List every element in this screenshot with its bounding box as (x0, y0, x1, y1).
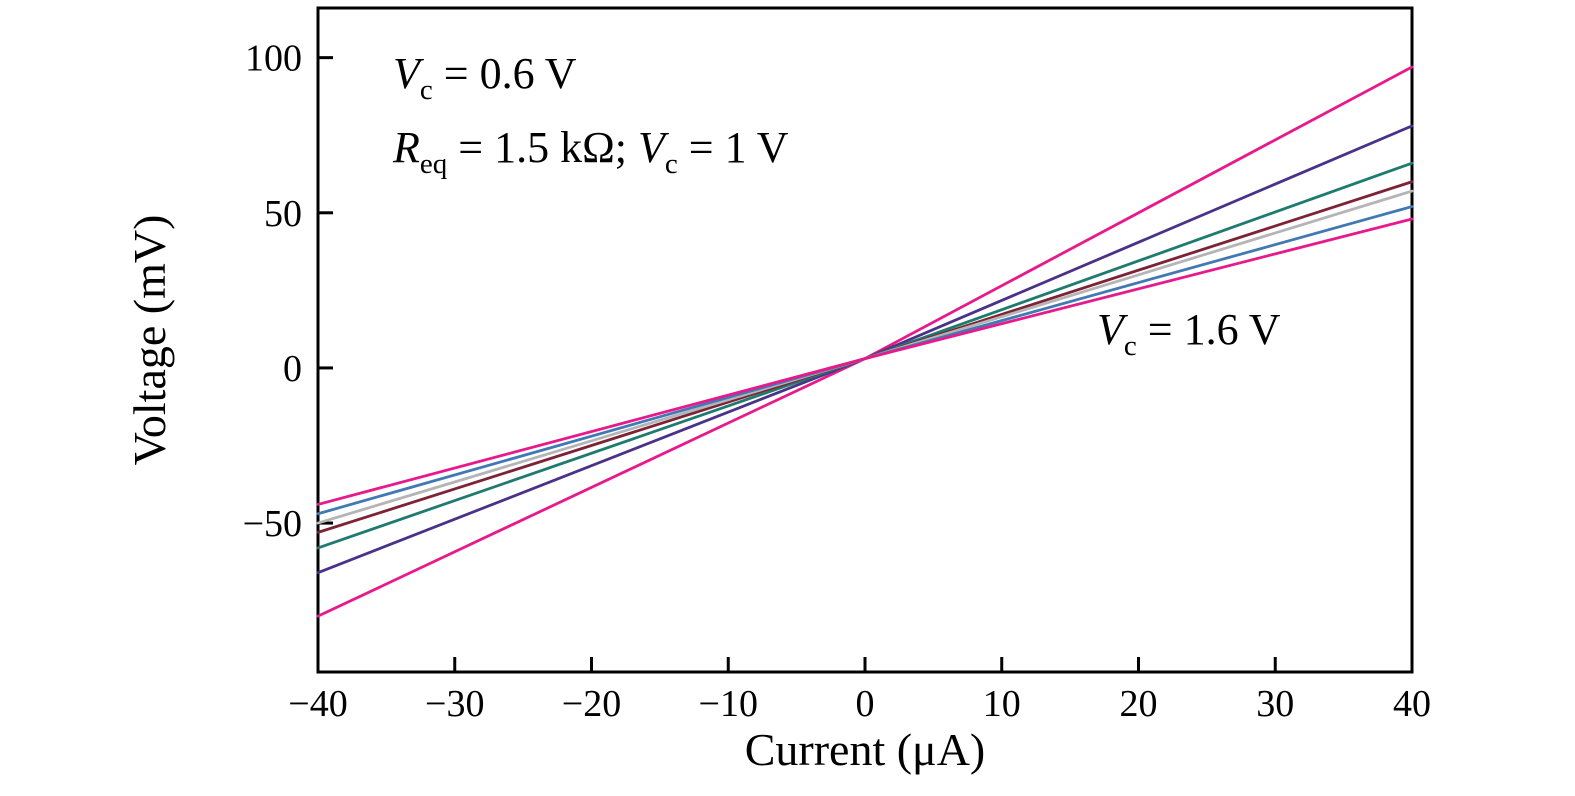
x-axis-label: Current (μA) (745, 724, 986, 775)
series-line-6 (316, 205, 1414, 516)
y-tick-label: 50 (264, 193, 302, 235)
x-tick-label: −20 (562, 683, 621, 725)
series-line-7 (316, 217, 1414, 506)
series-lines (316, 65, 1414, 618)
axis-ticks (316, 56, 1414, 672)
x-tick-label: −30 (425, 683, 484, 725)
y-tick-label: 100 (245, 38, 302, 80)
axis-tick-labels: −40 −30 −20 −10 0 10 20 30 40 −50 0 50 100 (243, 38, 1431, 725)
x-tick-label: −40 (288, 683, 347, 725)
y-tick-label: 0 (283, 348, 302, 390)
req-vc-1-label: Req = 1.5 kΩ; Vc = 1 V (392, 123, 789, 180)
x-tick-label: −10 (699, 683, 758, 725)
annotations: Vc = 0.6 V Req = 1.5 kΩ; Vc = 1 V Vc = 1.6… (392, 49, 1281, 362)
x-tick-label: 30 (1256, 683, 1294, 725)
x-tick-label: 40 (1393, 683, 1431, 725)
series-line-3 (316, 161, 1414, 550)
x-tick-label: 10 (983, 683, 1021, 725)
y-tick-label: −50 (243, 503, 302, 545)
vc-1p6-label: Vc = 1.6 V (1097, 305, 1281, 362)
vc-0p6-label: Vc = 0.6 V (393, 49, 577, 106)
x-tick-label: 20 (1120, 683, 1158, 725)
x-tick-label: 0 (856, 683, 875, 725)
y-axis-label: Voltage (mV) (124, 215, 175, 466)
